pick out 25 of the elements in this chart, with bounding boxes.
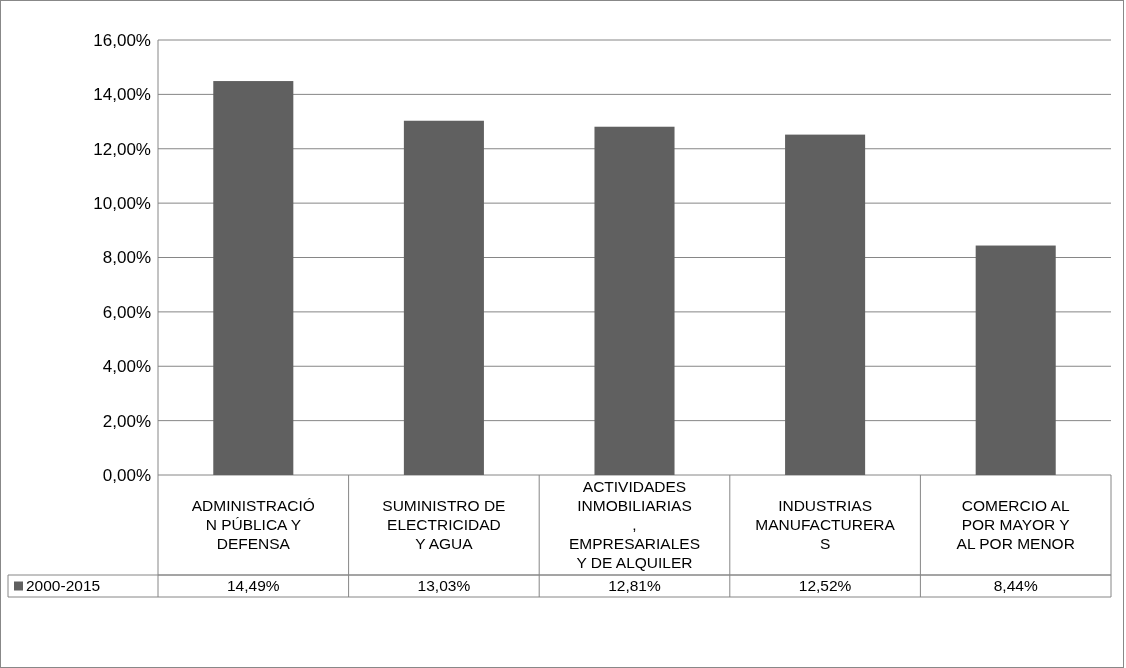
bar — [785, 134, 866, 475]
y-tick-label: 4,00% — [102, 357, 151, 377]
data-label: 8,44% — [993, 577, 1038, 595]
y-tick-label: 10,00% — [93, 194, 151, 214]
data-label: 12,52% — [798, 577, 852, 595]
x-tick-label: INDUSTRIAS MANUFACTURERAS — [755, 497, 896, 553]
x-tick-label: ACTIVIDADES INMOBILIARIAS, EMPRESARIALES Y DE ALQUILER — [569, 478, 700, 572]
legend-label: 2000-2015 — [26, 577, 101, 595]
y-tick-label: 8,00% — [102, 248, 151, 268]
y-tick-label: 0,00% — [102, 465, 151, 485]
y-tick-label: 6,00% — [102, 302, 151, 322]
data-label: 14,49% — [227, 577, 280, 595]
y-tick-label: 16,00% — [93, 30, 151, 50]
x-tick-label: ADMINISTRACIÓN PÚBLICA Y DEFENSA — [191, 497, 315, 553]
data-label: 13,03% — [417, 577, 471, 595]
y-tick-label: 12,00% — [93, 139, 151, 159]
bar — [213, 81, 294, 475]
bar — [594, 126, 675, 475]
x-tick-label: SUMINISTRO DE ELECTRICIDAD Y AGUA — [382, 497, 506, 553]
bar — [975, 245, 1056, 475]
x-tick-label: COMERCIO AL POR MAYOR Y AL POR MENOR — [956, 497, 1075, 553]
bar — [403, 120, 484, 475]
y-tick-label: 14,00% — [93, 85, 151, 105]
y-tick-label: 2,00% — [102, 411, 151, 431]
data-label: 12,81% — [608, 577, 661, 595]
